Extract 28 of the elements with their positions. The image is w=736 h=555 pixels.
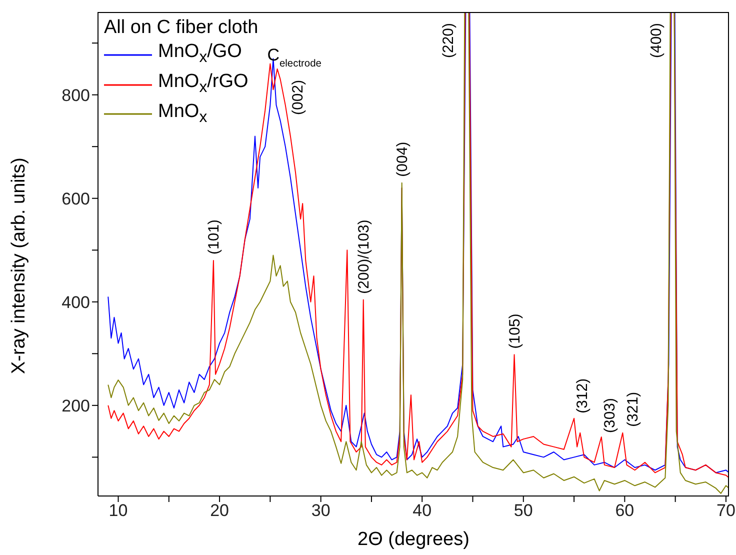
x-tick-label: 10 [108, 501, 128, 520]
legend-label: MnO$_{x}$/GO [158, 40, 242, 68]
x-tick-label: 20 [210, 501, 229, 520]
annotation: (400) [647, 22, 664, 58]
y-tick-label: 400 [62, 292, 90, 312]
x-tick-label: 70 [716, 501, 736, 520]
x-tick-label: 30 [311, 501, 330, 520]
annotation: (220) [440, 22, 457, 58]
y-axis-title: X-ray intensity (arb. units) [8, 158, 30, 374]
annotation: (004) [393, 142, 410, 177]
annotation: (321) [624, 392, 642, 427]
x-axis-title: 2Θ (degrees) [358, 529, 470, 550]
annotation: (002) [288, 80, 306, 115]
legend-label: MnO$_{x}$/rGO [158, 70, 248, 98]
legend-label: MnO$_{x}$ [158, 100, 208, 128]
annotation: (105) [506, 314, 523, 349]
annotation: (312) [574, 378, 591, 414]
y-tick-label: 200 [62, 396, 90, 416]
annotation: (200)/(103) [354, 220, 372, 294]
y-tick-label: 600 [62, 189, 90, 208]
annotation: C$_{electrode}$ [267, 46, 322, 70]
annotation: (101) [204, 219, 222, 254]
x-tick-label: 40 [412, 501, 432, 520]
x-tick-label: 50 [514, 501, 533, 520]
y-tick-label: 800 [62, 86, 90, 105]
legend-title: All on C fiber cloth [104, 16, 258, 40]
x-tick-label: 60 [615, 501, 634, 520]
annotation: (303) [600, 398, 618, 433]
